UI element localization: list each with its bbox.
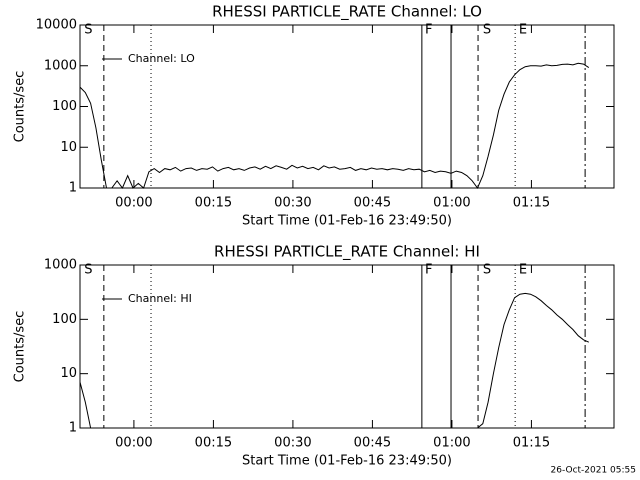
legend-label: Channel: LO [128,52,195,65]
x-tick-label: 00:00 [115,436,152,451]
y-tick-label: 1000 [44,58,77,73]
event-label: S [84,263,92,278]
x-tick-label: 00:45 [354,196,391,211]
x-tick-label: 00:15 [195,436,232,451]
x-tick-label: 00:15 [195,196,232,211]
event-label: S [483,23,491,38]
data-line [79,292,590,429]
y-tick-label: 10000 [36,18,77,33]
event-label: F [425,23,432,38]
event-label: E [519,23,527,38]
plot-frame [79,264,615,429]
x-tick-label: 00:00 [115,196,152,211]
event-label: S [84,23,92,38]
y-tick-label: 1000 [44,258,77,273]
x-axis-label: Start Time (01-Feb-16 23:49:50) [242,454,452,469]
y-tick-label: 10 [60,366,77,381]
y-tick-label: 10 [60,140,77,155]
x-tick-label: 00:30 [274,196,311,211]
event-label: E [519,263,527,278]
event-label: S [483,263,491,278]
x-tick-label: 01:00 [433,436,470,451]
footer-timestamp: 26-Oct-2021 05:55 [551,466,636,476]
x-tick-label: 00:30 [274,436,311,451]
y-tick-label: 1 [69,181,77,196]
x-tick-label: 01:15 [513,436,550,451]
event-label: F [425,263,432,278]
legend-label: Channel: HI [128,292,192,305]
chart-title: RHESSI PARTICLE_RATE Channel: HI [214,243,480,262]
x-axis-label: Start Time (01-Feb-16 23:49:50) [242,214,452,229]
x-tick-label: 01:15 [513,196,550,211]
chart-title: RHESSI PARTICLE_RATE Channel: LO [212,3,482,22]
y-tick-label: 100 [52,99,77,114]
x-tick-label: 00:45 [354,436,391,451]
y-tick-label: 100 [52,312,77,327]
y-axis-label: Counts/sec [13,71,28,143]
y-tick-label: 1 [69,421,77,436]
y-axis-label: Counts/sec [13,311,28,383]
data-line [79,62,590,189]
x-tick-label: 01:00 [433,196,470,211]
plot-frame [79,24,615,189]
